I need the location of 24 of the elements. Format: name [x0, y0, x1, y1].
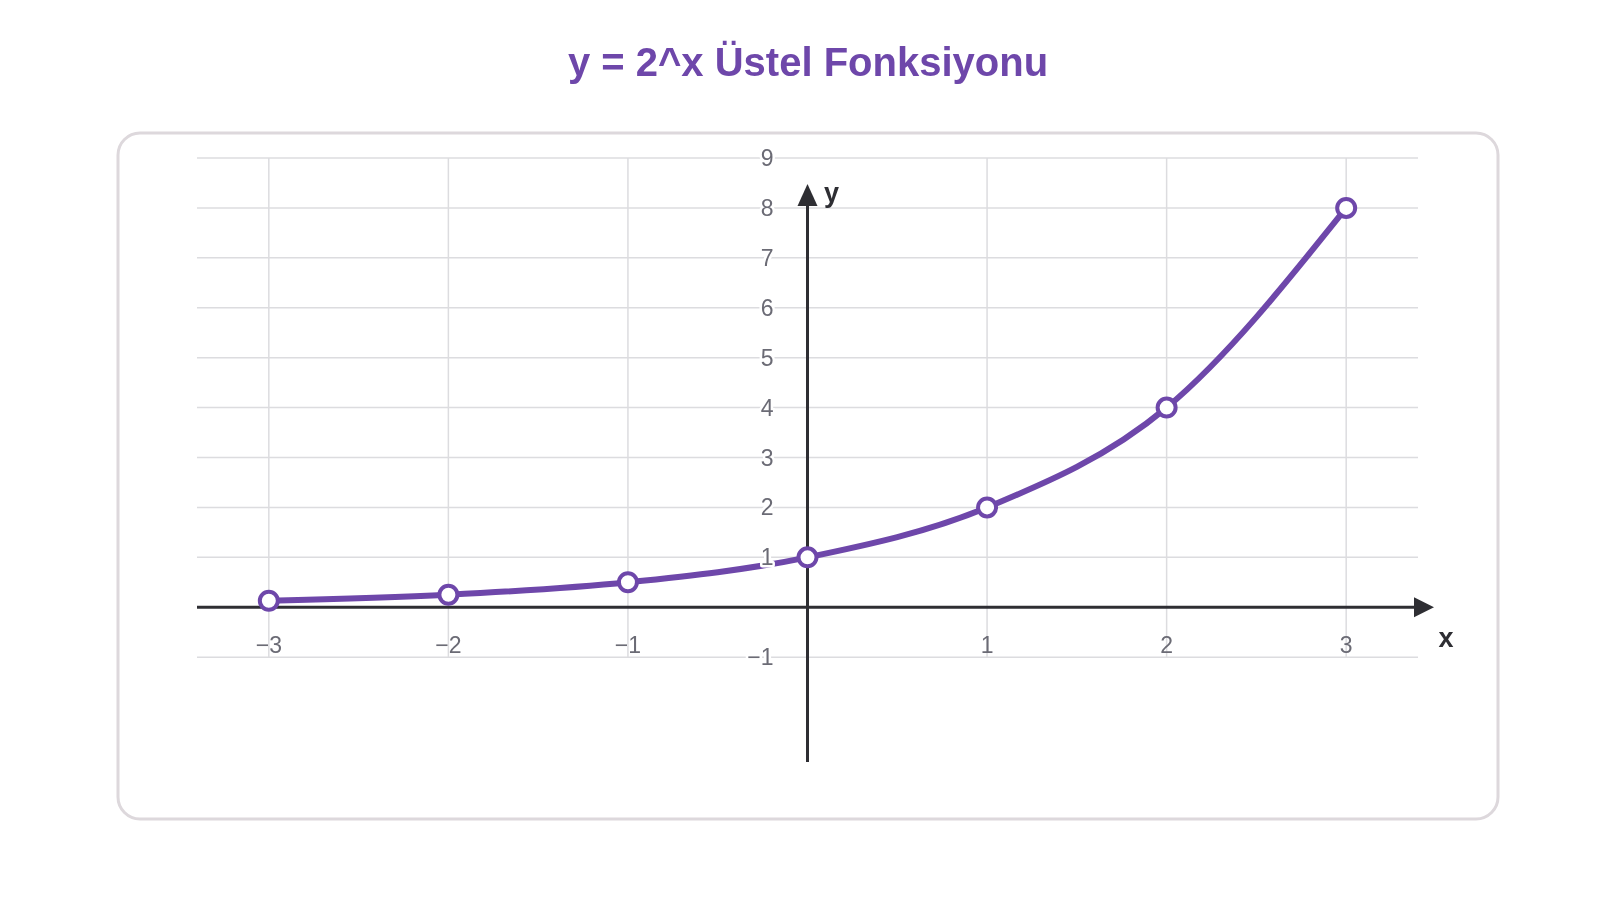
x-tick-label: −3	[255, 632, 282, 659]
point	[1155, 396, 1178, 419]
y-tick-label: 8	[760, 194, 774, 221]
point	[1335, 196, 1358, 219]
x-tick-label: 3	[1339, 632, 1353, 659]
x-tick-label: −2	[435, 632, 462, 659]
y-tick-label: 3	[760, 444, 774, 471]
point	[616, 571, 639, 594]
x-tick-label: 1	[980, 632, 994, 659]
chart-title: y = 2^x Üstel Fonksiyonu	[567, 40, 1049, 84]
point	[796, 546, 819, 569]
y-tick-label: 2	[760, 494, 774, 521]
point	[437, 583, 460, 606]
point	[976, 496, 999, 519]
y-tick-label: 6	[760, 294, 774, 321]
y-tick-label: 4	[760, 394, 774, 421]
point	[257, 589, 280, 612]
y-axis-title: y	[823, 178, 840, 208]
x-axis-title: x	[1438, 623, 1454, 654]
x-tick-label: 2	[1160, 632, 1174, 659]
y-tick-label: 9	[760, 145, 774, 171]
x-tick-label: −1	[614, 632, 642, 659]
y-tick-label: 7	[760, 244, 774, 271]
y-tick-label: 5	[760, 344, 774, 371]
